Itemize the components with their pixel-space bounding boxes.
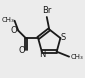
Text: O: O xyxy=(10,26,17,35)
Text: CH₃: CH₃ xyxy=(70,54,83,60)
Text: N: N xyxy=(39,50,45,59)
Text: O: O xyxy=(18,46,25,55)
Text: S: S xyxy=(60,33,66,42)
Text: Br: Br xyxy=(42,6,51,15)
Text: CH₃: CH₃ xyxy=(1,17,14,23)
